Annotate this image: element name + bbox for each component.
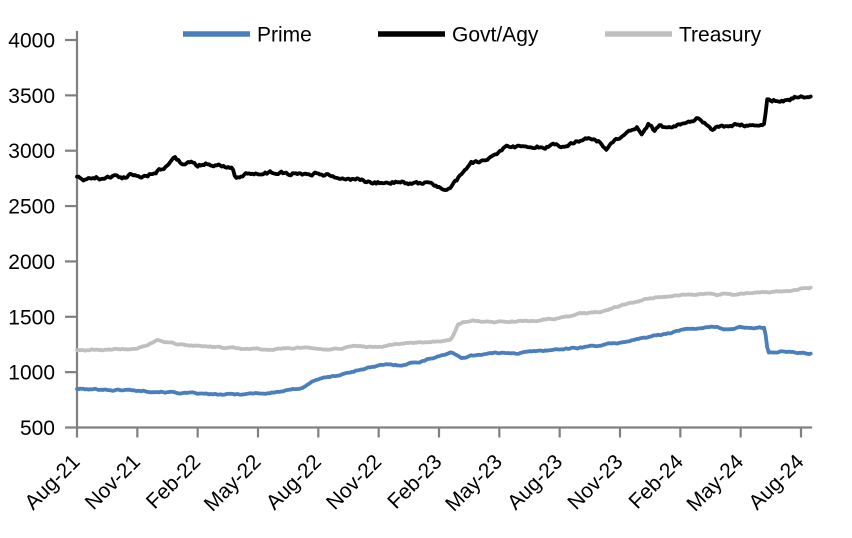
y-tick-label: 1500 bbox=[8, 306, 55, 329]
y-tick-label: 3000 bbox=[8, 140, 55, 163]
legend-item-govt-agy: Govt/Agy bbox=[378, 24, 539, 47]
y-axis-ticks: 500 1000 1500 2000 2500 3000 3500 4000 bbox=[8, 30, 77, 440]
legend-label: Prime bbox=[257, 24, 312, 47]
series-lines bbox=[75, 94, 813, 397]
y-tick-label: 1000 bbox=[8, 362, 55, 385]
series-line-govt-agy bbox=[75, 94, 813, 193]
series-line-prime bbox=[75, 324, 813, 397]
axes bbox=[75, 30, 813, 429]
y-tick-label: 3500 bbox=[8, 85, 55, 108]
legend: Prime Govt/Agy Treasury bbox=[183, 24, 762, 47]
series-line-treasury bbox=[75, 285, 813, 353]
y-tick-label: 4000 bbox=[8, 30, 55, 53]
legend-item-treasury: Treasury bbox=[605, 24, 762, 47]
legend-label: Govt/Agy bbox=[452, 24, 539, 47]
legend-item-prime: Prime bbox=[183, 24, 312, 47]
y-tick-label: 500 bbox=[20, 417, 55, 440]
y-tick-label: 2500 bbox=[8, 196, 55, 219]
legend-label: Treasury bbox=[679, 24, 762, 47]
y-tick-label: 2000 bbox=[8, 251, 55, 274]
